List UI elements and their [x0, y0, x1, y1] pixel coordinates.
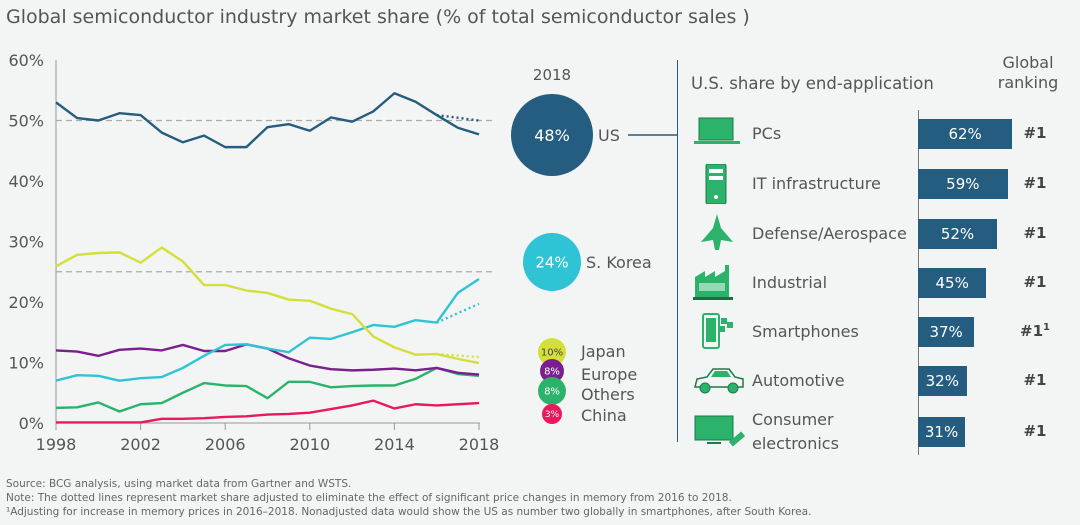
bubble-label-japan: Japan	[580, 342, 626, 361]
bubble-value-s-korea: 24%	[535, 253, 568, 271]
share-bar-it-infrastructure: 59%	[918, 169, 1008, 199]
x-tick-label: 2014	[374, 435, 415, 454]
adjusted-line-japan	[436, 352, 480, 359]
global-rank-smartphones: #11	[1010, 322, 1060, 340]
tv-icon	[693, 412, 746, 452]
application-label-pcs: PCs	[752, 124, 782, 143]
jet-icon	[693, 214, 741, 254]
bubble-europe	[540, 359, 564, 383]
share-bar-consumer-electronics: 31%	[918, 417, 966, 447]
y-tick-label: 40%	[8, 172, 44, 191]
bubble-label-europe: Europe	[581, 365, 637, 384]
us-panel-header: U.S. share by end-application	[691, 74, 934, 93]
car-icon	[693, 361, 744, 401]
series-line-s-korea	[55, 278, 480, 382]
global-rank-pcs: #1	[1010, 124, 1060, 142]
global-rank-defense-aerospace: #1	[1010, 224, 1060, 242]
bubble-china	[542, 404, 562, 424]
share-bar-automotive: 32%	[918, 366, 967, 396]
chart-title: Global semiconductor industry market sha…	[6, 6, 750, 28]
bubble-value-europe: 8%	[544, 367, 560, 378]
rank-footnote-marker: 1	[1043, 322, 1050, 333]
y-tick-label: 30%	[8, 233, 44, 252]
smartphone-icon	[693, 312, 741, 352]
global-rank-it-infrastructure: #1	[1010, 174, 1060, 192]
x-tick-label: 2006	[205, 435, 246, 454]
rank-value: #1	[1023, 422, 1047, 440]
y-tick-label: 50%	[8, 112, 44, 131]
rank-value: #1	[1023, 371, 1047, 389]
x-tick-label: 2018	[459, 435, 500, 454]
y-tick-label: 0%	[19, 414, 44, 433]
application-label-smartphones: Smartphones	[752, 322, 859, 341]
share-bar-smartphones: 37%	[918, 317, 975, 347]
application-label-consumer-electronics: Consumer electronics	[752, 410, 839, 453]
rank-value: #1	[1023, 273, 1047, 291]
application-label-automotive: Automotive	[752, 371, 845, 390]
adjusted-line-us	[436, 113, 480, 122]
rank-value: #1	[1020, 322, 1044, 340]
bubble-value-japan: 10%	[541, 348, 563, 359]
application-label-industrial: Industrial	[752, 273, 828, 292]
application-label-it-infrastructure: IT infrastructure	[752, 174, 881, 193]
bubble-label-us: US	[598, 126, 620, 145]
share-bar-defense-aerospace: 52%	[918, 219, 998, 249]
x-tick-label: 1998	[36, 435, 77, 454]
bubble-japan	[538, 338, 566, 366]
ranking-header: Global ranking	[997, 53, 1059, 92]
global-rank-automotive: #1	[1010, 371, 1060, 389]
global-rank-consumer-electronics: #1	[1010, 422, 1060, 440]
share-bar-industrial: 45%	[918, 268, 987, 298]
line-chart: 0% 10% 20% 30% 40% 50% 60% 1998 2002 2006 2010 2014…	[8, 51, 678, 454]
bubble-label-others: Others	[581, 385, 635, 404]
bubble-label-china: China	[581, 406, 627, 425]
bubble-value-us: 48%	[534, 126, 570, 145]
server-icon	[693, 163, 741, 205]
laptop-icon	[693, 114, 741, 154]
dotted-line-note: Note: The dotted lines represent market …	[6, 492, 732, 504]
bubble-value-china: 3%	[545, 410, 560, 420]
bubble-value-others: 8%	[544, 387, 560, 398]
source-note: Source: BCG analysis, using market data …	[6, 478, 352, 490]
global-rank-industrial: #1	[1010, 273, 1060, 291]
factory-icon	[693, 263, 741, 303]
x-tick-label: 2002	[120, 435, 161, 454]
y-tick-label: 10%	[8, 354, 44, 373]
y-tick-label: 20%	[8, 293, 44, 312]
y-tick-label: 60%	[8, 51, 44, 70]
share-bar-pcs: 62%	[918, 119, 1013, 149]
application-label-defense-aerospace: Defense/Aerospace	[752, 224, 907, 243]
rank-value: #1	[1023, 124, 1047, 142]
bubble-label-s-korea: S. Korea	[586, 253, 652, 272]
x-tick-label: 2010	[289, 435, 330, 454]
bubble-year-label: 2018	[533, 66, 571, 84]
bubble-us	[511, 94, 593, 176]
rank-value: #1	[1023, 224, 1047, 242]
rank-value: #1	[1023, 174, 1047, 192]
panel-divider	[677, 60, 678, 442]
footnote-1: ¹Adjusting for increase in memory prices…	[6, 506, 812, 518]
bubble-s-korea	[523, 233, 581, 291]
bubble-others	[538, 377, 566, 405]
series-line-japan	[55, 246, 480, 365]
